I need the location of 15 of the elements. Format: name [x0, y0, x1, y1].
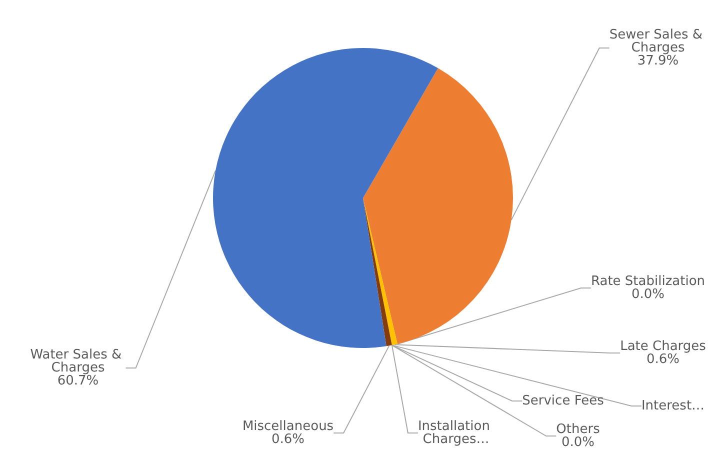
- slice-label: Miscellaneous: [242, 419, 334, 434]
- text: 0.0%: [631, 287, 665, 302]
- category-label: Others: [556, 422, 600, 437]
- slice-label: Late Charges: [620, 339, 706, 354]
- slice-label: Water Sales & Charges: [30, 348, 126, 376]
- data-label: 0.6%: [271, 432, 305, 447]
- category-label: Installation Charges…: [418, 419, 490, 447]
- category-label: Rate Stabilization: [590, 274, 706, 289]
- data-label: 0.6%: [646, 352, 680, 367]
- data-label: 37.9%: [637, 54, 679, 68]
- category-label: Service Fees: [522, 394, 604, 408]
- text: 0.0%: [561, 435, 595, 450]
- category-label: Interest…: [641, 398, 705, 414]
- slice-label: Sewer Sales & Charges: [609, 28, 707, 56]
- data-label: 60.7%: [57, 374, 99, 388]
